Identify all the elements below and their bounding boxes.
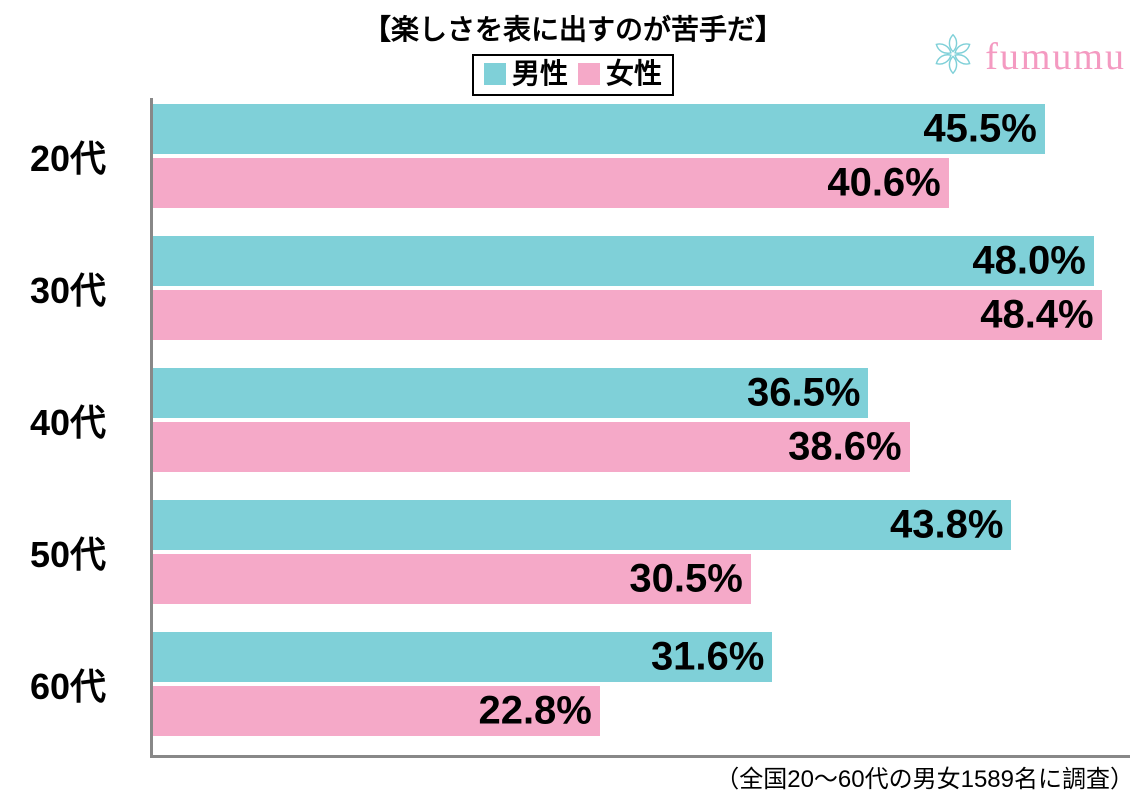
bar-value-label: 22.8% <box>478 689 591 734</box>
legend: 男性 女性 <box>472 54 674 96</box>
category-label: 60代 <box>30 658 106 710</box>
bar-value-label: 30.5% <box>629 557 742 602</box>
legend-label-female: 女性 <box>606 56 662 92</box>
chart-bar <box>153 290 1102 340</box>
bar-value-label: 43.8% <box>890 503 1003 548</box>
chart-bar <box>153 236 1094 286</box>
survey-footnote: （全国20〜60代の男女1589名に調査） <box>715 759 1134 794</box>
bar-value-label: 38.6% <box>788 425 901 470</box>
legend-swatch-female <box>578 63 600 85</box>
category-label: 50代 <box>30 526 106 578</box>
legend-label-male: 男性 <box>512 56 568 92</box>
brand-logo: fumumu <box>929 30 1126 83</box>
chart-bar <box>153 104 1045 154</box>
bar-value-label: 48.0% <box>972 239 1085 284</box>
category-label: 20代 <box>30 130 106 182</box>
category-label: 40代 <box>30 394 106 446</box>
chart-plot-area: 45.5% 40.6% 48.0% 48.4% 36.5% 38.6% 43.8% 30.5%… <box>150 98 1130 758</box>
chart-bar <box>153 500 1011 550</box>
brand-logo-text: fumumu <box>985 35 1126 79</box>
bar-value-label: 40.6% <box>827 161 940 206</box>
bar-value-label: 45.5% <box>923 107 1036 152</box>
category-label: 30代 <box>30 262 106 314</box>
legend-swatch-male <box>484 63 506 85</box>
bar-value-label: 48.4% <box>980 293 1093 338</box>
bar-value-label: 36.5% <box>747 371 860 416</box>
flower-icon <box>929 30 977 83</box>
bar-value-label: 31.6% <box>651 635 764 680</box>
